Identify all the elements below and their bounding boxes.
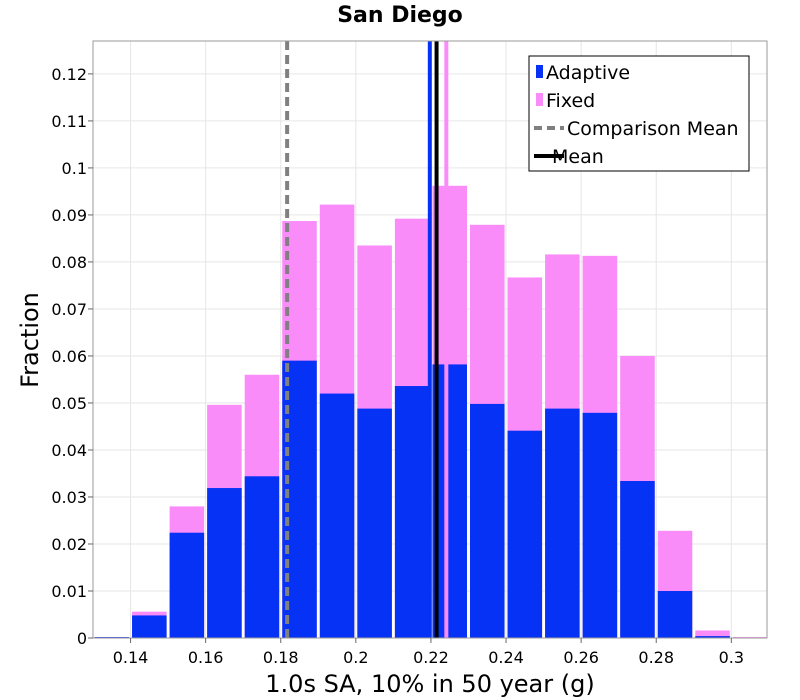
x-tick-label: 0.18	[263, 648, 299, 667]
legend-label-fixed: Fixed	[546, 90, 595, 112]
adaptive-bar	[545, 408, 580, 638]
plot-frame	[92, 40, 768, 639]
mean-lines	[285, 41, 449, 638]
adaptive-bar	[582, 412, 618, 638]
adaptive-bar	[169, 532, 205, 638]
x-tick-label: 0.24	[488, 648, 524, 667]
x-tick-label: 0.26	[563, 648, 599, 667]
adaptive-bar	[244, 476, 280, 638]
adaptive-bar	[132, 615, 167, 638]
y-tick-label: 0	[77, 629, 87, 648]
y-tick-label: 0.11	[51, 112, 87, 131]
adaptive-bar	[319, 393, 355, 638]
y-tick-label: 0.1	[62, 159, 87, 178]
legend-box	[528, 55, 750, 172]
x-tick-label: 0.16	[188, 648, 224, 667]
x-tick-label: 0.2	[343, 648, 368, 667]
adaptive-bar	[207, 488, 242, 638]
legend: Adaptive Fixed Comparison Mean Mean	[528, 55, 750, 172]
y-tick-label: 0.07	[51, 300, 87, 319]
y-tick-label: 0.09	[51, 206, 87, 225]
x-axis-label: 1.0s SA, 10% in 50 year (g)	[265, 670, 594, 698]
adaptive-bar	[695, 636, 730, 638]
x-axis-ticks: 0.14 0.16 0.18 0.2 0.22 0.24 0.26 0.28 0.3	[113, 638, 744, 667]
x-tick-label: 0.28	[638, 648, 674, 667]
y-tick-label: 0.04	[51, 441, 87, 460]
y-tick-label: 0.08	[51, 253, 87, 272]
y-tick-label: 0.02	[51, 535, 87, 554]
adaptive-bar	[507, 430, 543, 638]
fixed-bar	[695, 630, 730, 638]
legend-label-adaptive: Adaptive	[546, 62, 630, 84]
y-axis-ticks: 0 0.01 0.02 0.03 0.04 0.05 0.06 0.07 0.08 0.09 0.1…	[51, 65, 93, 648]
legend-swatch-adaptive	[536, 65, 543, 78]
chart-title: San Diego	[337, 3, 463, 28]
y-tick-label: 0.12	[51, 65, 87, 84]
adaptive-bar	[469, 403, 505, 638]
x-tick-label: 0.14	[113, 648, 149, 667]
legend-swatch-fixed	[536, 93, 543, 106]
y-tick-label: 0.06	[51, 347, 87, 366]
adaptive-bar	[282, 360, 317, 638]
adaptive-bar	[357, 408, 392, 638]
x-tick-label: 0.3	[719, 648, 744, 667]
x-tick-label: 0.22	[413, 648, 449, 667]
adaptive-bar	[620, 480, 655, 638]
y-tick-label: 0.03	[51, 488, 87, 507]
y-axis-label: Fraction	[16, 292, 44, 388]
adaptive-bar	[657, 590, 693, 638]
y-tick-label: 0.05	[51, 394, 87, 413]
legend-label-comparison-mean: Comparison Mean	[567, 118, 739, 140]
legend-label-mean: Mean	[552, 146, 604, 168]
adaptive-bar	[394, 386, 430, 638]
y-tick-label: 0.01	[51, 582, 87, 601]
